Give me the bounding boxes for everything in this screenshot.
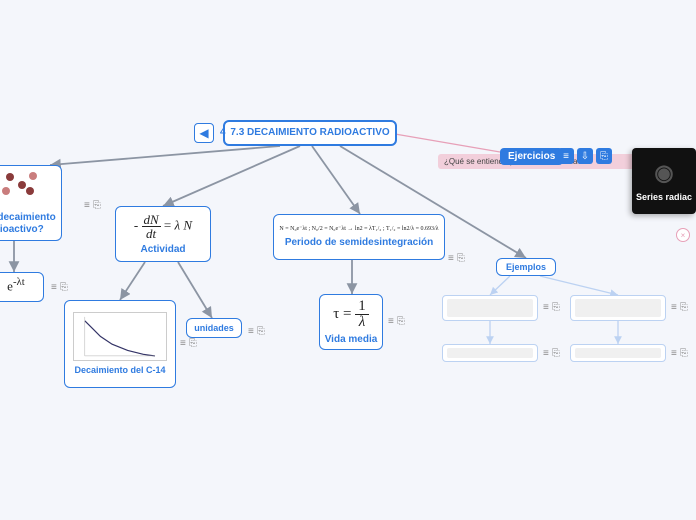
node-side-icons[interactable]: ≡⎘ [180, 338, 197, 349]
example-box-3[interactable] [570, 344, 666, 362]
list-icon[interactable]: ≡ [558, 148, 574, 164]
attach-icon[interactable]: ⇩ [577, 148, 593, 164]
example-box-0[interactable] [442, 295, 538, 321]
edges-layer [0, 0, 696, 520]
node-c14[interactable]: Decaimiento del C-14 [64, 300, 176, 388]
node-side-icons[interactable]: ≡⎘ [671, 348, 688, 359]
node-side-icons[interactable]: ≡⎘ [448, 253, 465, 264]
ejercicios-label: Ejercicios [508, 151, 555, 162]
root-label: 7.3 DECAIMIENTO RADIOACTIVO [230, 127, 389, 139]
node-side-icons[interactable]: ≡⎘ [388, 316, 405, 327]
node-side-icons[interactable]: ≡⎘ [671, 302, 688, 313]
ejercicios-badge[interactable]: Ejercicios [500, 148, 563, 165]
collapse-count: 4 [220, 127, 226, 138]
close-icon[interactable]: × [676, 228, 690, 242]
example-box-2[interactable] [442, 344, 538, 362]
node-ejemplos[interactable]: Ejemplos [496, 258, 556, 276]
node-side-icons[interactable]: ≡⎘ [51, 282, 68, 293]
node-side-icons[interactable]: ≡⎘ [84, 200, 101, 211]
node-side-icons[interactable]: ≡⎘ [543, 348, 560, 359]
node-actividad[interactable]: - dNdt = λ NActividad [115, 206, 211, 262]
node-decay_formula[interactable]: e-λt [0, 272, 44, 302]
series-card[interactable]: ◉ Series radiac [632, 148, 696, 214]
example-box-1[interactable] [570, 295, 666, 321]
camera-icon: ◉ [654, 160, 673, 186]
node-vida_media[interactable]: τ = 1λVida media [319, 294, 383, 350]
root-node[interactable]: 7.3 DECAIMIENTO RADIOACTIVO [223, 120, 397, 146]
node-periodo[interactable]: N = N₀e⁻λt ; N₀/2 = N₀e⁻λt → ln2 = λT₁/₂… [273, 214, 445, 260]
series-label: Series radiac [636, 192, 692, 202]
node-side-icons[interactable]: ≡⎘ [248, 326, 265, 337]
link-icon[interactable]: ⎘ [596, 148, 612, 164]
node-side-icons[interactable]: ≡⎘ [543, 302, 560, 313]
badge-icon-group: ≡ ⇩ ⎘ [558, 148, 612, 164]
node-unidades[interactable]: unidades [186, 318, 242, 338]
node-decaimiento[interactable]: es el decaimientoradioactivo? [0, 165, 62, 241]
collapse-button[interactable]: ◀ [194, 123, 214, 143]
